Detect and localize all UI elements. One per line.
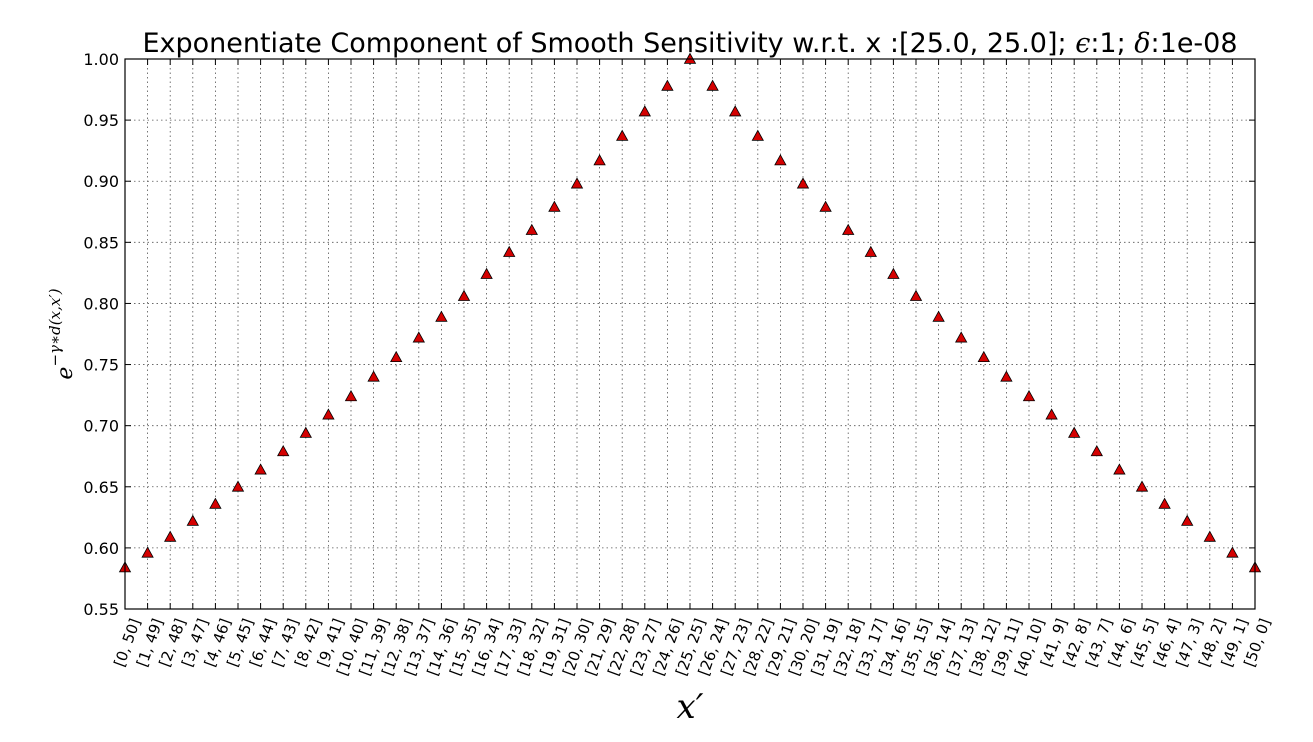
data-point-marker: [796, 177, 810, 189]
data-point-marker: [277, 445, 290, 457]
data-point-marker: [164, 530, 177, 542]
data-point-marker: [209, 497, 222, 509]
y-tick-label: 0.55: [83, 600, 119, 619]
data-point-marker: [887, 267, 900, 279]
x-axis-ticks: [0, 50][1, 49][2, 48][3, 47][4, 46][5, 4…: [110, 59, 1274, 678]
data-point-marker: [367, 370, 380, 382]
data-point-marker: [1135, 480, 1149, 492]
data-point-marker: [1113, 463, 1126, 475]
data-point-marker: [254, 463, 267, 475]
data-point-marker: [412, 331, 425, 343]
data-point-marker: [435, 310, 448, 322]
data-point-marker: [186, 514, 199, 526]
data-point-marker: [909, 289, 923, 301]
data-point-marker: [480, 267, 493, 279]
data-point-marker: [751, 129, 764, 141]
y-tick-label: 0.65: [83, 478, 119, 497]
y-axis-ticks: 0.55 0.60 0.65 0.70 0.75 0.80 0.85 0.90 0.95 1.00: [83, 50, 1255, 619]
data-point-marker: [570, 177, 584, 189]
data-point-marker: [525, 223, 538, 235]
data-point-marker: [729, 105, 742, 117]
y-tick-label: 0.60: [83, 539, 119, 558]
y-tick-label: 0.80: [83, 294, 119, 313]
data-point-marker: [299, 426, 312, 438]
data-point-marker: [706, 79, 719, 91]
y-axis-label: e−γ∗d(x,x′): [46, 288, 78, 379]
data-point-marker: [1203, 530, 1216, 542]
data-point-marker: [344, 390, 358, 402]
data-point-marker: [774, 154, 787, 166]
y-tick-label: 0.95: [83, 111, 119, 130]
data-point-marker: [864, 245, 877, 257]
data-point-marker: [1000, 370, 1013, 382]
chart-title: Exponentiate Component of Smooth Sensiti…: [142, 28, 1237, 59]
data-point-marker: [638, 105, 651, 117]
grid: [125, 59, 1255, 609]
y-tick-label: 0.75: [83, 356, 119, 375]
data-point-marker: [1158, 497, 1171, 509]
y-tick-label: 0.85: [83, 233, 119, 252]
data-point-marker: [977, 350, 990, 363]
data-point-marker: [141, 546, 154, 558]
data-point-marker: [661, 79, 674, 91]
data-point-marker: [1226, 546, 1239, 558]
data-point-marker: [842, 223, 855, 235]
y-tick-label: 1.00: [83, 50, 119, 69]
data-point-marker: [1022, 390, 1036, 402]
data-point-marker: [819, 200, 832, 212]
y-tick-label: 0.90: [83, 172, 119, 191]
data-point-marker: [955, 331, 968, 343]
y-tick-label: 0.70: [83, 417, 119, 436]
data-points: [118, 52, 1262, 573]
data-point-marker: [390, 350, 403, 363]
data-point-marker: [1045, 408, 1058, 420]
x-axis-label: x′: [677, 687, 704, 727]
data-point-marker: [322, 408, 335, 420]
data-point-marker: [1090, 445, 1103, 457]
data-point-marker: [457, 289, 471, 301]
data-point-marker: [503, 245, 516, 257]
plot-frame: [124, 58, 1256, 610]
data-point-marker: [1181, 514, 1194, 526]
data-point-marker: [932, 310, 945, 322]
data-point-marker: [593, 154, 606, 166]
data-point-marker: [231, 480, 245, 492]
data-point-marker: [1068, 426, 1081, 438]
data-point-marker: [548, 200, 561, 212]
data-point-marker: [616, 129, 629, 141]
